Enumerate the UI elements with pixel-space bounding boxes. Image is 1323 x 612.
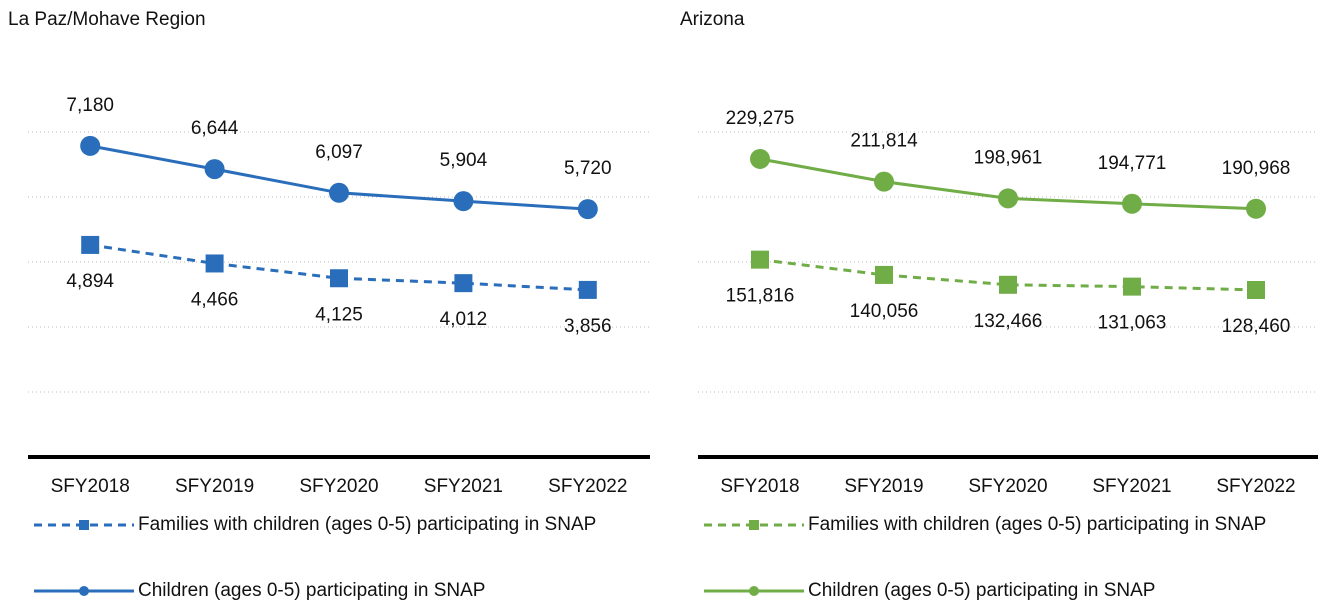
- data-label: 128,460: [1222, 316, 1291, 337]
- data-label: 6,097: [315, 142, 363, 163]
- data-label: 6,644: [191, 118, 239, 139]
- marker: [1246, 198, 1266, 219]
- data-label: 132,466: [974, 311, 1043, 332]
- marker: [1123, 277, 1141, 296]
- chart-title: La Paz/Mohave Region: [8, 9, 206, 30]
- marker: [329, 182, 349, 203]
- x-tick-label: SFY2021: [424, 476, 503, 497]
- legend-label: Children (ages 0-5) participating in SNA…: [808, 580, 1156, 601]
- data-label: 4,894: [66, 271, 114, 292]
- legend-item: Families with children (ages 0-5) partic…: [704, 513, 1314, 536]
- marker: [454, 274, 473, 293]
- marker: [330, 269, 348, 288]
- marker: [80, 135, 101, 156]
- data-label: 4,012: [440, 309, 488, 330]
- data-label: 3,856: [564, 316, 612, 337]
- marker: [577, 199, 598, 220]
- data-label: 151,816: [726, 286, 795, 307]
- legend-marker: [749, 520, 759, 530]
- legend-marker: [749, 586, 759, 596]
- marker: [750, 148, 770, 169]
- data-label: 140,056: [850, 301, 919, 322]
- data-label: 190,968: [1222, 158, 1291, 179]
- marker: [81, 235, 100, 254]
- x-tick-label: SFY2022: [1216, 476, 1295, 497]
- x-tick-label: SFY2019: [844, 476, 923, 497]
- marker: [998, 188, 1018, 209]
- legend-swatch: [34, 586, 134, 596]
- legend-label: Families with children (ages 0-5) partic…: [138, 514, 597, 535]
- marker: [453, 191, 474, 212]
- marker: [874, 171, 894, 192]
- marker: [999, 275, 1017, 294]
- x-tick-label: SFY2021: [1092, 476, 1171, 497]
- x-tick-label: SFY2018: [720, 476, 799, 497]
- legend-swatch: [34, 520, 134, 530]
- legend-item: Children (ages 0-5) participating in SNA…: [34, 579, 646, 602]
- data-label: 194,771: [1098, 153, 1167, 174]
- legend-item: Children (ages 0-5) participating in SNA…: [704, 579, 1314, 602]
- legend-swatch: [704, 520, 804, 530]
- data-label: 211,814: [850, 131, 918, 152]
- data-label: 7,180: [66, 95, 114, 116]
- x-tick-label: SFY2020: [968, 476, 1047, 497]
- x-tick-label: SFY2019: [175, 476, 254, 497]
- marker: [578, 280, 597, 299]
- legend-item: Families with children (ages 0-5) partic…: [34, 513, 646, 536]
- marker: [875, 265, 893, 284]
- x-tick-label: SFY2018: [51, 476, 130, 497]
- data-label: 198,961: [974, 147, 1043, 168]
- chart-title: Arizona: [680, 9, 745, 30]
- data-label: 4,125: [315, 304, 363, 325]
- data-label: 4,466: [191, 289, 239, 310]
- marker: [204, 159, 225, 180]
- data-label: 229,275: [726, 108, 795, 129]
- marker: [205, 254, 224, 273]
- legend-marker: [79, 586, 89, 596]
- data-label: 5,720: [564, 158, 612, 179]
- legend-marker: [79, 520, 89, 530]
- marker: [751, 250, 769, 269]
- x-tick-label: SFY2022: [548, 476, 627, 497]
- legend-label: Families with children (ages 0-5) partic…: [808, 514, 1267, 535]
- legend-swatch: [704, 586, 804, 596]
- legend-label: Children (ages 0-5) participating in SNA…: [138, 580, 486, 601]
- marker: [1247, 281, 1265, 300]
- data-label: 5,904: [440, 150, 488, 171]
- x-tick-label: SFY2020: [299, 476, 378, 497]
- marker: [1122, 193, 1142, 214]
- data-label: 131,063: [1098, 313, 1167, 334]
